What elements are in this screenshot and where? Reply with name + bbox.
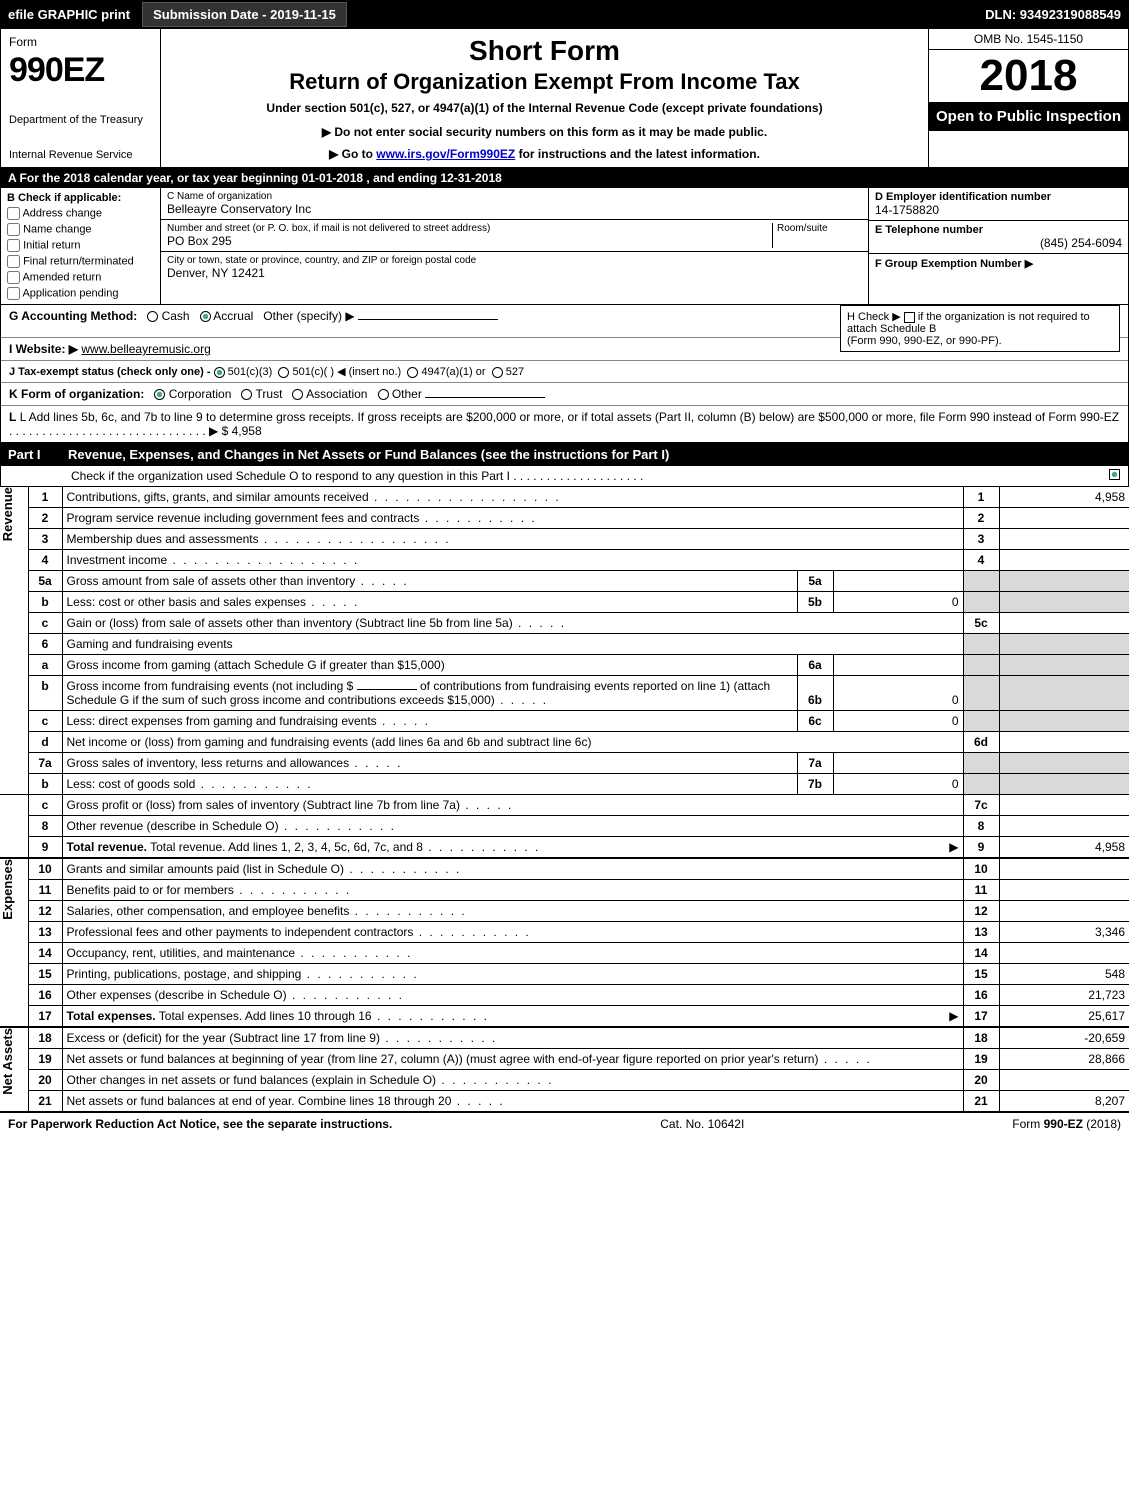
chk-address-change[interactable]: Address change [7, 207, 154, 220]
part-i-label: Part I [8, 447, 68, 462]
row-l: L L Add lines 5b, 6c, and 7b to line 9 t… [1, 406, 1128, 442]
part-i-check: Check if the organization used Schedule … [0, 466, 1129, 487]
submission-date-button[interactable]: Submission Date - 2019-11-15 [142, 2, 347, 27]
form-word: Form [9, 35, 152, 49]
header-mid: Short Form Return of Organization Exempt… [161, 29, 928, 167]
chk-sched-b[interactable] [904, 312, 915, 323]
addr-label: Number and street (or P. O. box, if mail… [167, 223, 772, 234]
footer-mid: Cat. No. 10642I [660, 1117, 744, 1131]
header-left: Form 990EZ Department of the Treasury In… [1, 29, 161, 167]
section-revenue: Revenue [0, 487, 15, 541]
radio-501c3[interactable] [214, 367, 225, 378]
box-b-header: B Check if applicable: [7, 192, 154, 204]
radio-trust[interactable] [241, 389, 252, 400]
efile-label: efile GRAPHIC print [0, 7, 138, 22]
box-c: C Name of organization Belleayre Conserv… [161, 188, 868, 304]
d-label: D Employer identification number [875, 191, 1122, 203]
row-a-tax-year: A For the 2018 calendar year, or tax yea… [0, 168, 1129, 188]
title-return-of-org: Return of Organization Exempt From Incom… [171, 69, 918, 95]
box-d-e-f: D Employer identification number 14-1758… [868, 188, 1128, 304]
row-k: K Form of organization: Corporation Trus… [1, 383, 1128, 406]
c-name-label: C Name of organization [167, 191, 862, 202]
radio-501c[interactable] [278, 367, 289, 378]
footer-right: Form 990-EZ (2018) [1012, 1117, 1121, 1131]
irs-link[interactable]: www.irs.gov/Form990EZ [376, 147, 515, 161]
chk-amended-return[interactable]: Amended return [7, 271, 154, 284]
note-goto: ▶ Go to www.irs.gov/Form990EZ for instru… [171, 147, 918, 161]
topbar: efile GRAPHIC print Submission Date - 20… [0, 0, 1129, 28]
part-i-header: Part I Revenue, Expenses, and Changes in… [0, 443, 1129, 466]
radio-assoc[interactable] [292, 389, 303, 400]
section-expenses: Expenses [0, 859, 15, 920]
title-short-form: Short Form [171, 35, 918, 67]
radio-corp[interactable] [154, 389, 165, 400]
form-header: Form 990EZ Department of the Treasury In… [0, 28, 1129, 168]
netassets-table: Net Assets 18 Excess or (deficit) for th… [0, 1026, 1129, 1111]
city-value: Denver, NY 12421 [167, 266, 862, 280]
footer-left: For Paperwork Reduction Act Notice, see … [8, 1117, 392, 1131]
open-to-public: Open to Public Inspection [929, 102, 1128, 131]
chk-final-return[interactable]: Final return/terminated [7, 255, 154, 268]
form-number: 990EZ [9, 51, 152, 90]
room-label: Room/suite [777, 223, 862, 234]
radio-accrual[interactable] [200, 311, 211, 322]
header-right: OMB No. 1545-1150 2018 Open to Public In… [928, 29, 1128, 167]
c-name-value: Belleayre Conservatory Inc [167, 202, 862, 216]
chk-schedule-o[interactable] [1109, 469, 1120, 480]
box-b: B Check if applicable: Address change Na… [1, 188, 161, 304]
dept-irs: Internal Revenue Service [9, 149, 152, 161]
city-label: City or town, state or province, country… [167, 255, 862, 266]
radio-other[interactable] [378, 389, 389, 400]
radio-527[interactable] [492, 367, 503, 378]
chk-application-pending[interactable]: Application pending [7, 287, 154, 300]
block-b-to-f: B Check if applicable: Address change Na… [0, 188, 1129, 305]
addr-value: PO Box 295 [167, 234, 772, 248]
row-h: H Check ▶ if the organization is not req… [840, 305, 1120, 352]
e-value: (845) 254-6094 [875, 236, 1122, 250]
radio-cash[interactable] [147, 311, 158, 322]
d-value: 14-1758820 [875, 203, 1122, 217]
row-j: J Tax-exempt status (check only one) - 5… [1, 361, 1128, 383]
line-amt: 4,958 [999, 487, 1129, 508]
tax-year: 2018 [929, 50, 1128, 102]
page-footer: For Paperwork Reduction Act Notice, see … [0, 1111, 1129, 1135]
section-netassets: Net Assets [0, 1028, 15, 1095]
revenue-table: Revenue 1 Contributions, gifts, grants, … [0, 487, 1129, 857]
dept-treasury: Department of the Treasury [9, 114, 152, 126]
dln-label: DLN: 93492319088549 [985, 7, 1129, 22]
line-desc: Contributions, gifts, grants, and simila… [67, 490, 561, 504]
subtitle: Under section 501(c), 527, or 4947(a)(1)… [171, 101, 918, 115]
omb-number: OMB No. 1545-1150 [929, 29, 1128, 50]
chk-name-change[interactable]: Name change [7, 223, 154, 236]
radio-4947[interactable] [407, 367, 418, 378]
e-label: E Telephone number [875, 224, 1122, 236]
website-link[interactable]: www.belleayremusic.org [81, 342, 210, 356]
meta-block: G Accounting Method: Cash Accrual Other … [0, 305, 1129, 443]
chk-initial-return[interactable]: Initial return [7, 239, 154, 252]
note-ssn: ▶ Do not enter social security numbers o… [171, 125, 918, 139]
line-num: 1 [28, 487, 62, 508]
expenses-table: Expenses 10 Grants and similar amounts p… [0, 857, 1129, 1026]
part-i-title: Revenue, Expenses, and Changes in Net As… [68, 447, 669, 462]
f-label: F Group Exemption Number ▶ [875, 257, 1122, 270]
